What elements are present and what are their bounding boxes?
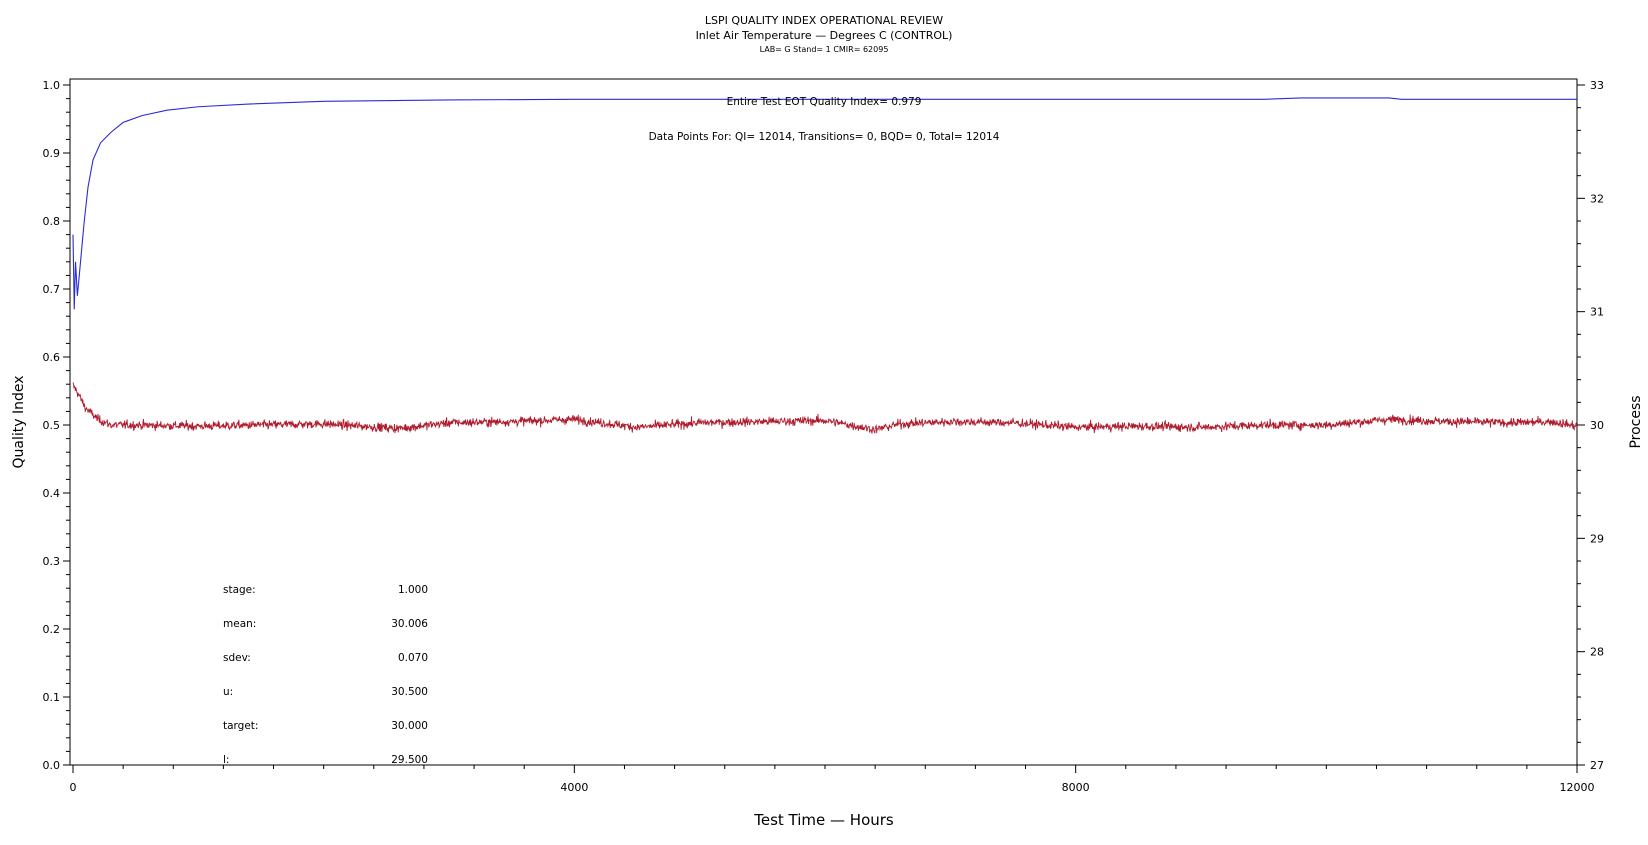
stat-label: stage: [223,584,256,596]
y-left-tick-label: 0.7 [43,283,61,296]
stat-label: u: [223,686,233,698]
chart-subsubtitle: LAB= G Stand= 1 CMIR= 62095 [760,45,889,54]
stat-label: target: [223,720,258,732]
y-left-tick-label: 0.1 [43,691,61,704]
y-left-tick-label: 0.6 [43,351,61,364]
stat-value: 30.006 [391,618,428,630]
stat-label: sdev: [223,652,251,664]
stats-block: stage: 1.000 mean: 30.006 sdev: 0.070 u:… [223,584,428,766]
x-tick-label: 0 [70,781,77,794]
y-right-tick-label: 31 [1590,306,1604,319]
y-left-tick-label: 0.3 [43,555,61,568]
y-right-tick-label: 33 [1590,79,1604,92]
y-right-axis: 27 28 29 30 31 32 33 [1577,79,1604,772]
stat-value: 29.500 [391,754,428,766]
annotation-data-points: Data Points For: QI= 12014, Transitions=… [649,131,1000,143]
x-axis: 0 4000 8000 12000 [70,765,1595,794]
x-tick-label: 4000 [560,781,588,794]
y-left-tick-label: 0.4 [43,487,61,500]
y-left-tick-label: 0.0 [43,759,61,772]
x-tick-label: 12000 [1560,781,1595,794]
x-tick-label: 8000 [1062,781,1090,794]
y-right-tick-label: 29 [1590,532,1604,545]
y-left-tick-label: 1.0 [43,79,61,92]
chart-subtitle: Inlet Air Temperature — Degrees C (CONTR… [696,29,953,42]
y-left-tick-label: 0.8 [43,215,61,228]
annotation-eot-quality: Entire Test EOT Quality Index= 0.979 [727,96,922,108]
y-left-tick-label: 0.2 [43,623,61,636]
stat-value: 30.500 [391,686,428,698]
plot-frame [69,78,1578,766]
y-left-axis-label: Quality Index [11,375,27,468]
y-left-axis: 0.0 0.1 0.2 0.3 0.4 0.5 0.6 0.7 0.8 0.9 1.0 [43,79,70,772]
stat-label: l: [223,754,229,766]
stat-label: mean: [223,618,256,630]
y-right-tick-label: 27 [1590,759,1604,772]
y-left-tick-label: 0.5 [43,419,61,432]
y-right-tick-label: 32 [1590,192,1604,205]
stat-value: 30.000 [391,720,428,732]
y-right-tick-label: 30 [1590,419,1604,432]
series-line-process [72,382,1578,435]
x-axis-label: Test Time — Hours [753,811,894,829]
series-line-quality-index [72,97,1577,310]
stat-value: 1.000 [398,584,428,596]
y-right-axis-label: Process [1628,395,1644,448]
stat-value: 0.070 [398,652,428,664]
series-layer [72,97,1578,435]
y-right-tick-label: 28 [1590,646,1604,659]
chart-title: LSPI QUALITY INDEX OPERATIONAL REVIEW [705,14,943,27]
y-left-tick-label: 0.9 [43,147,61,160]
